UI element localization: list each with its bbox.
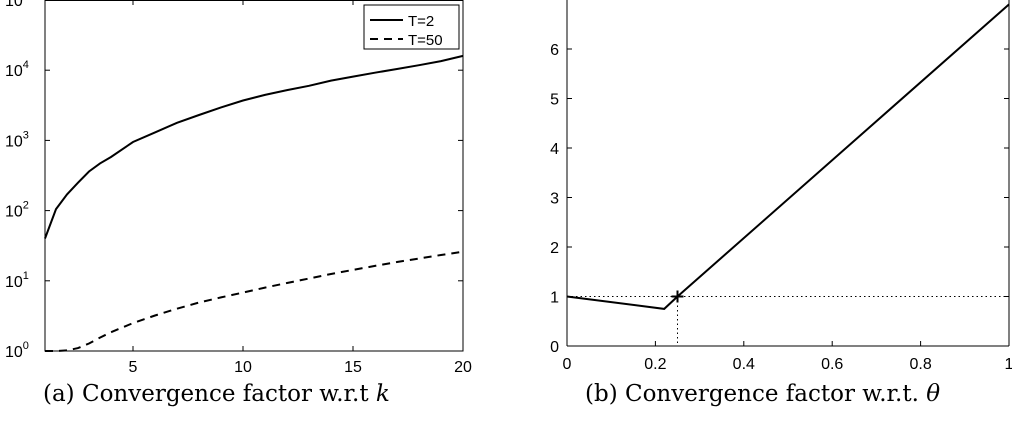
x-tick-label-b: 0.4 xyxy=(733,356,755,373)
plot-a: 5 10 15 20 100 101 102 103 104 105 T=2 T=50 xyxy=(5,0,472,376)
legend-a-label-1: T=2 xyxy=(408,13,434,30)
x-tick-label-a: 20 xyxy=(454,359,472,376)
y-tick-label-b: 1 xyxy=(550,290,559,307)
y-tick-label-b: 0 xyxy=(550,339,559,356)
caption-b-variable: θ xyxy=(926,381,941,407)
y-tick-label-b: 5 xyxy=(550,92,559,109)
caption-a: (a) Convergence factor w.r.t k xyxy=(43,381,390,407)
y-tick-label-a: 103 xyxy=(5,129,29,150)
y-tick-label-a: 100 xyxy=(5,340,29,361)
x-tick-label-b: 0 xyxy=(563,356,572,373)
caption-a-text: (a) Convergence factor w.r.t xyxy=(43,381,376,407)
x-tick-label-b: 0.2 xyxy=(644,356,666,373)
plot-b: 0 0.2 0.4 0.6 0.8 1 0 1 2 3 4 5 6 xyxy=(550,0,1012,373)
x-tick-label-a: 15 xyxy=(344,359,362,376)
caption-b: (b) Convergence factor w.r.t. θ xyxy=(585,381,940,407)
x-tick-label-b: 0.8 xyxy=(909,356,931,373)
y-tick-label-a: 104 xyxy=(5,59,29,80)
y-tick-label-b: 2 xyxy=(550,240,559,257)
y-tick-label-a: 102 xyxy=(5,200,29,221)
x-tick-label-a: 10 xyxy=(234,359,252,376)
x-tick-label-a: 5 xyxy=(129,359,138,376)
y-tick-label-b: 6 xyxy=(550,42,559,59)
y-tick-label-b: 3 xyxy=(550,191,559,208)
legend-a-box xyxy=(363,4,460,50)
y-tick-label-a: 105 xyxy=(5,0,29,10)
y-tick-label-a: 101 xyxy=(5,270,29,291)
series-line-b-1 xyxy=(566,3,1010,310)
marker-plus xyxy=(671,290,684,303)
caption-b-text: (b) Convergence factor w.r.t. xyxy=(585,381,927,407)
series-line-a-1 xyxy=(44,54,464,239)
legend-a-label-2: T=50 xyxy=(408,32,443,49)
y-tick-label-b: 4 xyxy=(550,141,559,158)
plot-a-frame xyxy=(44,0,464,352)
x-tick-label-b: 0.6 xyxy=(821,356,843,373)
legend-a: T=2 T=50 xyxy=(363,4,460,50)
caption-a-variable: k xyxy=(375,381,390,407)
series-line-a-2 xyxy=(45,250,464,352)
x-tick-label-b: 1 xyxy=(1005,356,1012,373)
